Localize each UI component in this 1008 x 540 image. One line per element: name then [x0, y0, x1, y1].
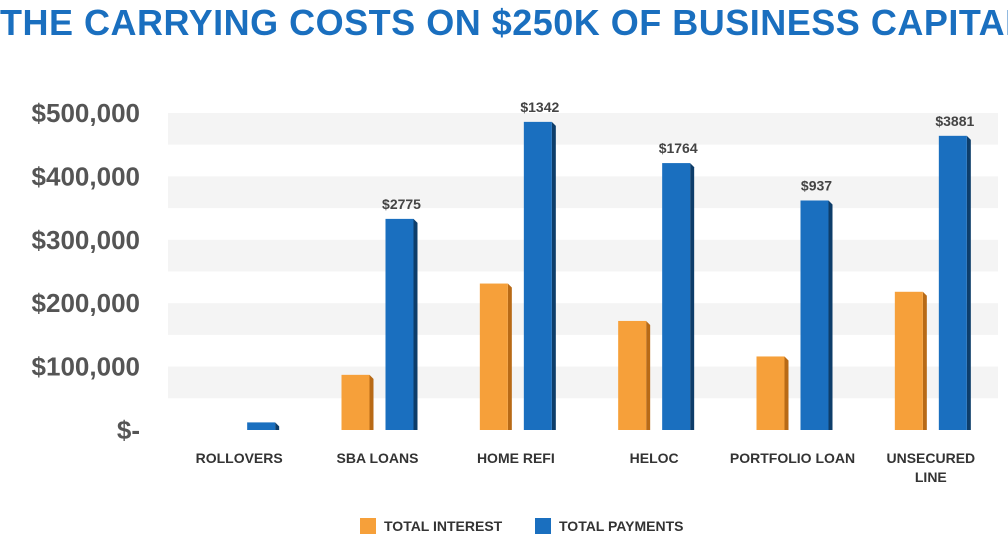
payments-bar: [385, 218, 414, 430]
bars: [247, 121, 971, 430]
bar-side: [369, 374, 374, 430]
y-tick-label: $300,000: [32, 225, 140, 255]
bar-side: [275, 422, 280, 430]
legend: TOTAL INTEREST TOTAL PAYMENTS: [360, 518, 683, 534]
y-tick-label: $100,000: [32, 352, 140, 382]
data-label: $1342: [520, 99, 559, 115]
y-axis-ticks: $- $100,000 $200,000 $300,000 $400,000 $500,0…: [32, 98, 140, 445]
grid-band: [168, 176, 998, 209]
data-label: $1764: [659, 140, 698, 156]
bar-side: [507, 283, 512, 430]
payments-bar: [247, 422, 276, 430]
x-tick-label: HELOC: [630, 450, 679, 466]
payments-bar: [938, 135, 967, 430]
bar-side: [690, 163, 695, 430]
legend-label: TOTAL INTEREST: [384, 518, 503, 534]
legend-swatch: [360, 518, 376, 534]
grid-bands: [168, 113, 998, 399]
grid-band: [168, 303, 998, 335]
y-tick-label: $500,000: [32, 98, 140, 128]
data-label: $937: [801, 177, 832, 193]
x-tick-label: UNSECURED: [886, 450, 975, 466]
x-tick-label: SBA LOANS: [337, 450, 419, 466]
y-tick-label: $-: [117, 415, 140, 445]
legend-swatch: [535, 518, 551, 534]
grid-band: [168, 113, 998, 145]
x-axis-ticks: ROLLOVERS SBA LOANS HOME REFI HELOC PORTFOLI…: [196, 450, 976, 485]
bar-side: [551, 121, 556, 430]
x-tick-label: ROLLOVERS: [196, 450, 283, 466]
y-tick-label: $400,000: [32, 161, 140, 191]
payments-bar: [662, 163, 691, 430]
bar-side: [646, 320, 651, 430]
data-labels: $2775 $1342 $1764 $937 $3881: [382, 99, 974, 212]
interest-bar: [479, 283, 508, 430]
payments-bar: [800, 200, 829, 430]
payments-bar: [523, 121, 552, 430]
interest-bar: [756, 356, 785, 430]
bar-side: [828, 200, 833, 430]
y-tick-label: $200,000: [32, 288, 140, 318]
interest-bar: [894, 291, 923, 430]
chart-title: THE CARRYING COSTS ON $250K OF BUSINESS …: [0, 2, 1008, 43]
data-label: $3881: [935, 113, 974, 129]
x-tick-label: PORTFOLIO LOAN: [730, 450, 855, 466]
bar-side: [413, 218, 418, 430]
interest-bar: [341, 374, 370, 430]
grid-band: [168, 366, 998, 399]
x-tick-label: LINE: [915, 469, 947, 485]
interest-bar: [618, 320, 647, 430]
bar-side: [922, 291, 927, 430]
bar-side: [784, 356, 789, 430]
x-tick-label: HOME REFI: [477, 450, 555, 466]
data-label: $2775: [382, 196, 421, 212]
legend-label: TOTAL PAYMENTS: [559, 518, 683, 534]
bar-side: [966, 135, 971, 430]
grid-band: [168, 239, 998, 272]
